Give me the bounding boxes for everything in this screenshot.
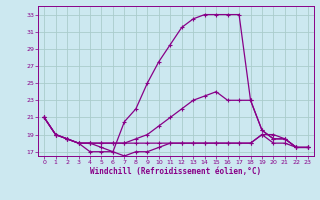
X-axis label: Windchill (Refroidissement éolien,°C): Windchill (Refroidissement éolien,°C) (91, 167, 261, 176)
